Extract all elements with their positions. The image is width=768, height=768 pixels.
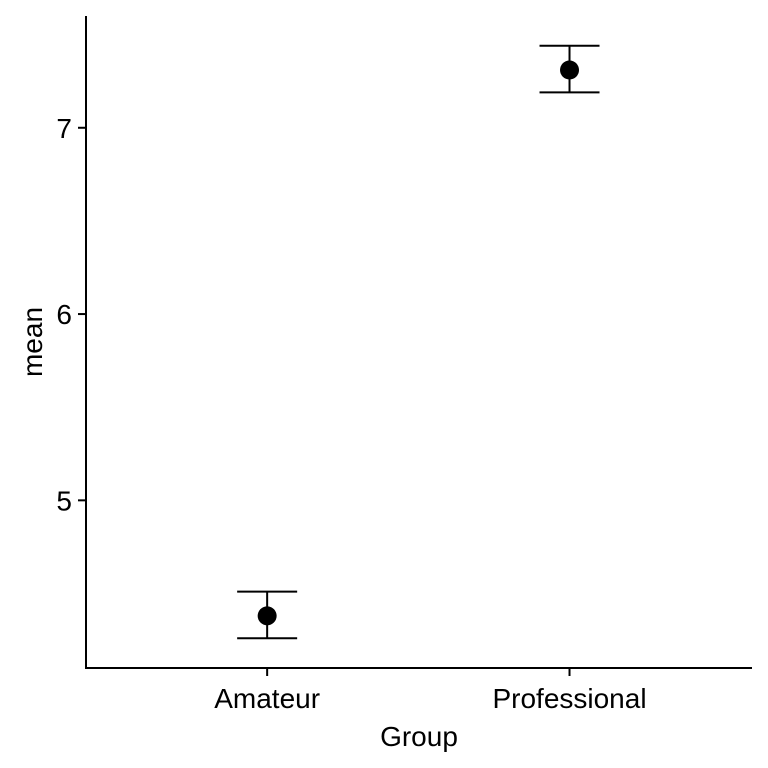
data-point — [560, 60, 580, 80]
x-axis-ticks: Amateur Professional — [214, 668, 647, 714]
y-axis-ticks: 5 6 7 — [56, 113, 86, 516]
x-tick-label: Professional — [492, 683, 646, 714]
data-marks — [237, 44, 600, 640]
y-axis-title: mean — [17, 307, 48, 377]
y-tick-label: 6 — [56, 299, 72, 330]
x-axis-title: Group — [380, 721, 458, 752]
y-tick-label: 7 — [56, 113, 72, 144]
y-tick-label: 5 — [56, 485, 72, 516]
x-tick-label: Amateur — [214, 683, 320, 714]
data-point — [257, 606, 277, 626]
